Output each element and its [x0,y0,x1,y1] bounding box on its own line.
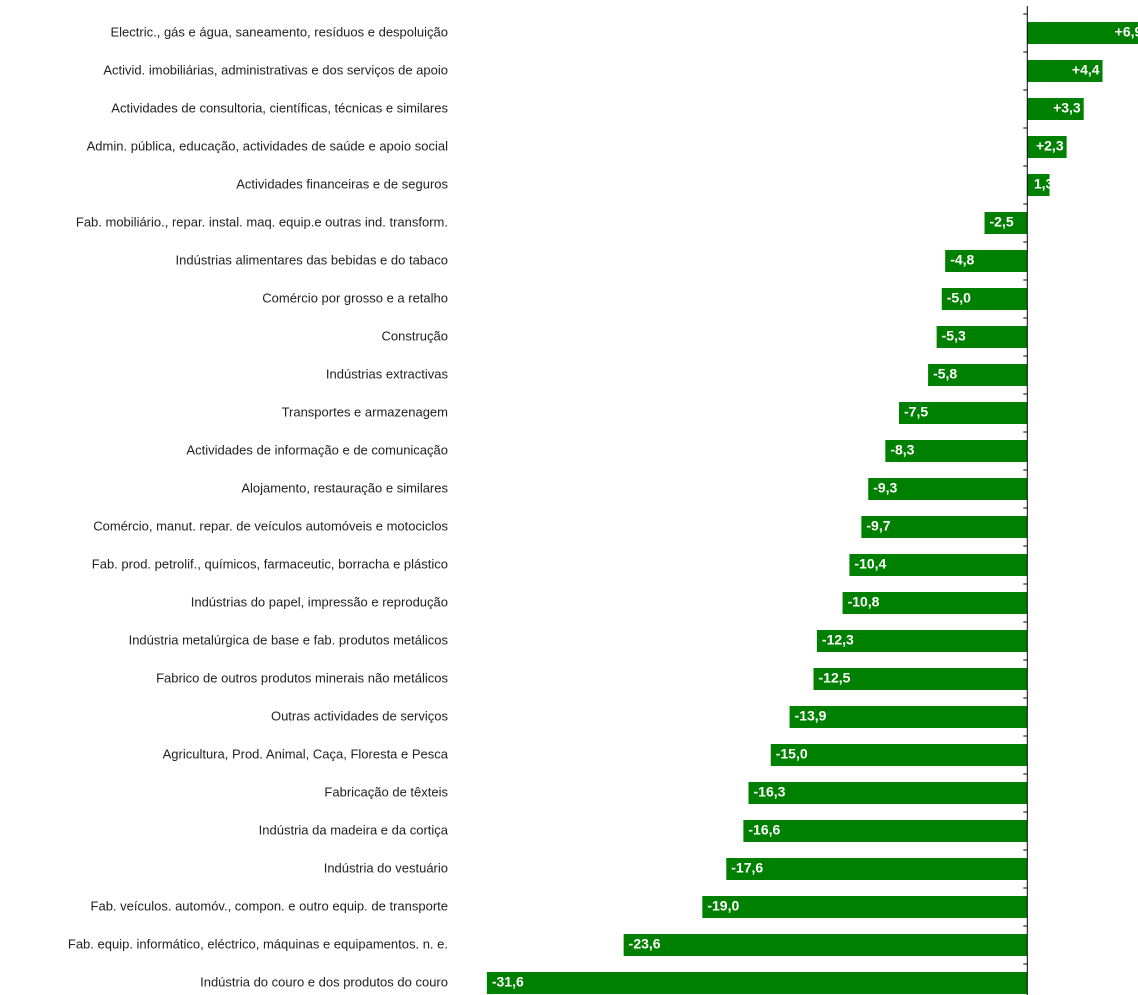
category-label: Indústrias extractivas [326,366,449,381]
value-label: -9,7 [866,518,890,534]
value-label: -12,3 [822,632,854,648]
category-label: Alojamento, restauração e similares [241,480,448,495]
value-label: -17,6 [731,860,763,876]
bar [1027,22,1138,44]
value-label: -23,6 [629,936,661,952]
bar [1027,60,1103,82]
category-label: Actividades de informação e de comunicaç… [186,442,448,457]
category-label: Fab. veículos. automóv., compon. e outro… [91,898,448,913]
bar [486,972,1028,994]
value-label: -10,8 [848,594,880,610]
category-label: Construção [382,328,448,343]
category-label: Fabricação de têxteis [324,784,448,799]
value-label: -10,4 [854,556,886,572]
bar [743,820,1028,842]
value-label: -12,5 [819,670,851,686]
value-label: +4,4 [1072,62,1100,78]
value-label: -7,5 [904,404,928,420]
category-label: Activid. imobiliárias, administrativas e… [103,62,448,77]
bar [726,858,1028,880]
category-label: Indústria metalúrgica de base e fab. pro… [129,632,449,647]
bar [849,554,1028,576]
value-label: -5,3 [942,328,966,344]
value-label: -16,3 [754,784,786,800]
category-label: Electric., gás e água, saneamento, resíd… [111,24,449,39]
bar [1027,136,1067,158]
value-label: -15,0 [776,746,808,762]
category-label: Fabrico de outros produtos minerais não … [156,670,448,685]
value-label: -4,8 [950,252,974,268]
bar [899,402,1028,424]
bar [984,212,1028,234]
category-label: Indústria da madeira e da cortiça [259,822,449,837]
category-label: Actividades financeiras e de seguros [236,176,448,191]
value-label: +2,3 [1036,138,1064,154]
bar [770,744,1028,766]
category-label: Comércio, manut. repar. de veículos auto… [93,518,448,533]
bar [623,934,1028,956]
value-label: 1,3 [1034,176,1054,192]
value-label: -13,9 [795,708,827,724]
bar [816,630,1028,652]
bar [813,668,1028,690]
category-label: Indústrias alimentares das bebidas e do … [176,252,448,267]
value-label: -5,8 [933,366,957,382]
bar [748,782,1028,804]
bar [789,706,1028,728]
bar [1027,174,1050,196]
bar [868,478,1028,500]
category-label: Admin. pública, educação, actividades de… [87,138,448,153]
value-label: +3,3 [1053,100,1081,116]
category-label: Transportes e armazenagem [282,404,448,419]
category-label: Fab. mobiliário., repar. instal. maq. eq… [76,214,448,229]
category-label: Outras actividades de serviços [271,708,449,723]
value-label: -31,6 [492,974,524,990]
category-label: Actividades de consultoria, científicas,… [111,100,448,115]
category-label: Indústria do vestuário [324,860,448,875]
category-label: Fab. prod. petrolif., químicos, farmaceu… [92,556,448,571]
bar [928,364,1028,386]
bar [702,896,1028,918]
bar [945,250,1028,272]
bar [941,288,1028,310]
value-label: -5,0 [947,290,971,306]
bar [861,516,1028,538]
value-label: +6,9 [1115,24,1138,40]
category-label: Indústrias do papel, impressão e reprodu… [191,594,448,609]
value-label: -19,0 [707,898,739,914]
category-label: Comércio por grosso e a retalho [262,290,448,305]
category-label: Agricultura, Prod. Animal, Caça, Florest… [163,746,449,761]
bar [842,592,1028,614]
bar [885,440,1028,462]
bar [1027,98,1084,120]
bar [936,326,1028,348]
value-label: -2,5 [990,214,1014,230]
value-label: -9,3 [873,480,897,496]
category-label: Indústria do couro e dos produtos do cou… [200,974,448,989]
value-label: -16,6 [748,822,780,838]
value-label: -8,3 [890,442,914,458]
category-label: Fab. equip. informático, eléctrico, máqu… [68,936,448,951]
